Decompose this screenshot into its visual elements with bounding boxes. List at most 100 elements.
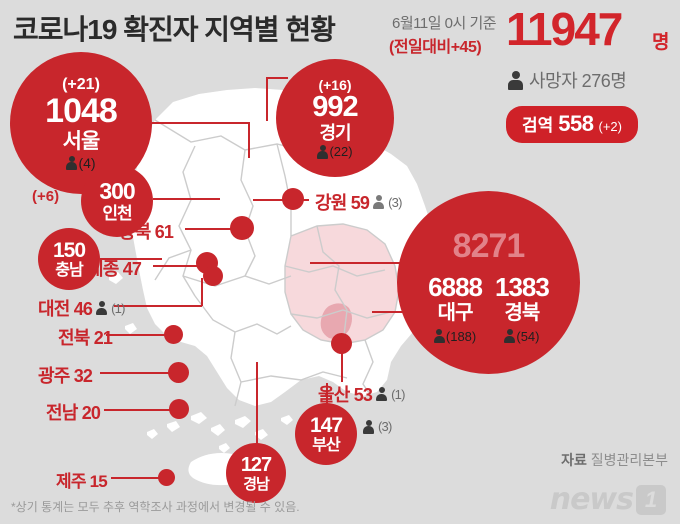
quarantine-badge: 검역 558 (+2) <box>506 106 638 143</box>
ulsan-deaths-value: (1) <box>391 386 405 402</box>
connector-incheon <box>153 198 220 200</box>
seoul-delta: (+21) <box>62 75 100 93</box>
person-icon <box>363 419 374 434</box>
busan-deaths-value: (3) <box>378 419 392 434</box>
daegu-name: 대구 <box>437 302 474 324</box>
gangwon-deaths-value: (3) <box>388 194 402 210</box>
jeonnam-text: 전남 20 <box>46 403 101 423</box>
dot-ulsan <box>331 333 352 354</box>
connector-jeju <box>111 477 162 479</box>
map-landmass <box>109 88 443 486</box>
person-icon <box>373 195 385 209</box>
label-jeju: 제주 15 <box>56 467 108 492</box>
page-title: 코로나19 확진자 지역별 현황 <box>13 14 336 45</box>
gyeongbuk-deaths: (54) <box>504 329 539 343</box>
gyeongbuk-deaths-value: (54) <box>516 328 540 344</box>
chungnam-name: 충남 <box>55 261 83 279</box>
connector-gwangju <box>100 372 174 374</box>
region-circle-daegu-gyeongbuk: 8271 6888 대구 (188) 1383 경북 (54) <box>397 191 580 374</box>
daejeon-deaths-value: (1) <box>111 300 125 316</box>
logo-wordmark: news <box>549 482 634 517</box>
jeju-text: 제주 15 <box>56 472 108 491</box>
jeonbuk-text: 전북 21 <box>58 328 113 348</box>
news1-logo: news 1 <box>550 482 666 517</box>
gyeongnam-name: 경남 <box>243 475 270 493</box>
connector-busan <box>326 383 328 411</box>
seoul-deaths: (4) <box>66 154 96 171</box>
daegu-column: 6888 대구 (188) <box>428 272 483 344</box>
label-jeonbuk: 전북 21 <box>58 324 113 350</box>
dot-daejeon <box>203 266 223 286</box>
region-circle-busan: 147 부산 <box>295 403 357 465</box>
gyeongnam-count: 127 <box>240 453 272 476</box>
ulsan-text: 울산 53 <box>318 385 373 405</box>
label-ulsan: 울산 53 (1) <box>318 381 405 407</box>
connector-daejeon-v <box>201 278 203 306</box>
person-icon <box>508 70 523 90</box>
daegu-deaths-value: (188) <box>445 328 477 344</box>
region-circle-gyeongnam: 127 경남 <box>226 443 286 503</box>
source-label: 자료 <box>561 452 587 468</box>
daegu-gyeongbuk-row: 6888 대구 (188) 1383 경북 (54) <box>428 272 550 344</box>
footnote: *상기 통계는 모두 추후 역학조사 과정에서 변경될 수 있음. <box>11 500 300 514</box>
region-circle-gyeonggi: (+16) 992 경기 (22) <box>276 59 394 177</box>
total-cases-number: 11947 <box>506 3 623 55</box>
connector-gyeonggi-v <box>266 77 268 121</box>
gyeonggi-deaths-value: (22) <box>329 144 353 159</box>
connector-ulsan <box>341 344 343 382</box>
label-gangwon: 강원 59 (3) <box>315 189 402 215</box>
connector-gangwon <box>253 199 309 201</box>
busan-deaths: (3) <box>363 419 392 434</box>
incheon-count: 300 <box>99 178 135 204</box>
seoul-count: 1048 <box>45 91 118 130</box>
dot-jeonbuk <box>164 325 183 344</box>
gwangju-text: 광주 32 <box>38 366 93 386</box>
gyeonggi-name: 경기 <box>319 122 351 143</box>
deaths-text: 사망자 276명 <box>529 71 627 91</box>
dot-chungbuk <box>230 216 254 240</box>
person-icon <box>66 155 78 170</box>
region-circle-chungnam: 150 충남 <box>38 228 100 290</box>
deaths-summary: 사망자 276명 <box>508 67 627 93</box>
person-icon <box>96 301 108 315</box>
quarantine-label: 검역 <box>522 116 554 135</box>
gyeongbuk-column: 1383 경북 (54) <box>495 272 550 343</box>
gyeongbuk-count: 1383 <box>495 272 550 302</box>
dot-gangwon <box>282 188 304 210</box>
connector-jeonbuk <box>106 334 168 336</box>
label-sejong: 세종 47 <box>87 255 142 281</box>
quarantine-delta: (+2) <box>598 119 622 134</box>
connector-chungbuk <box>185 228 232 230</box>
person-icon <box>376 387 388 401</box>
daejeon-text: 대전 46 <box>38 299 93 319</box>
seoul-deaths-value: (4) <box>78 154 96 171</box>
dot-jeju <box>158 469 175 486</box>
incheon-delta: (+6) <box>32 188 60 205</box>
connector-gyeonggi <box>266 77 288 79</box>
daegu-count: 6888 <box>428 272 483 302</box>
dot-jeonnam <box>169 399 189 419</box>
source-name: 질병관리본부 <box>590 452 668 468</box>
as-of-date: 6월11일 0시 기준 <box>392 15 497 32</box>
total-cases-unit: 명 <box>652 32 670 53</box>
chungbuk-text: 충북 61 <box>119 222 174 242</box>
person-icon <box>317 144 329 159</box>
seoul-name: 서울 <box>62 129 101 153</box>
daily-delta: (전일대비+45) <box>389 39 482 56</box>
incheon-name: 인천 <box>102 204 132 223</box>
quarantine-number: 558 <box>558 111 594 136</box>
gyeonggi-delta: (+16) <box>318 76 352 93</box>
logo-one-badge: 1 <box>636 484 666 515</box>
source-attribution: 자료 질병관리본부 <box>561 450 668 470</box>
connector-seoul <box>152 122 250 124</box>
chungnam-count: 150 <box>52 238 86 262</box>
person-icon <box>504 329 516 343</box>
person-icon <box>433 329 445 343</box>
connector-daejeon <box>114 305 202 307</box>
busan-name: 부산 <box>312 436 340 454</box>
sejong-text: 세종 47 <box>87 259 142 279</box>
busan-count: 147 <box>309 413 343 437</box>
gyeongbuk-name: 경북 <box>504 302 541 324</box>
label-daejeon: 대전 46 (1) <box>38 295 125 321</box>
